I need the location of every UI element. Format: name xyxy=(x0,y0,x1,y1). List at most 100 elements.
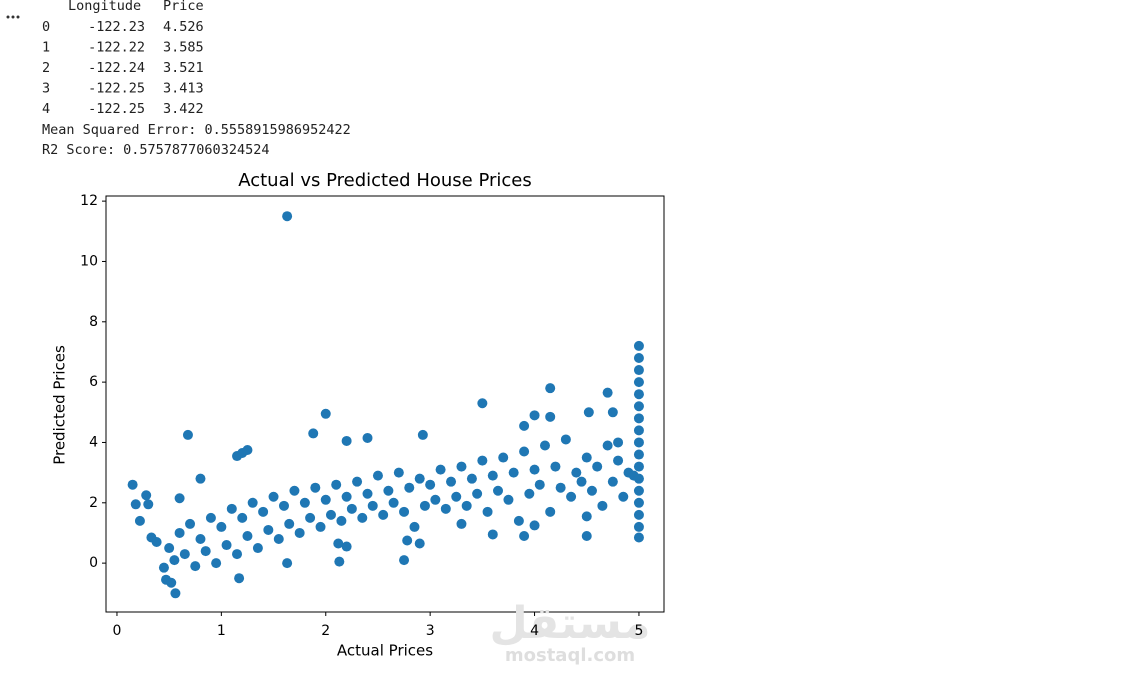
point xyxy=(141,490,152,501)
point xyxy=(456,518,467,529)
point xyxy=(613,455,624,466)
price-cell: 3.585 xyxy=(163,40,204,56)
point xyxy=(399,506,410,517)
point xyxy=(633,497,644,508)
point xyxy=(555,482,566,493)
point xyxy=(461,500,472,511)
point xyxy=(519,446,530,457)
point xyxy=(633,437,644,448)
point xyxy=(519,530,530,541)
point xyxy=(282,558,293,569)
point xyxy=(633,485,644,496)
point xyxy=(226,503,237,514)
point xyxy=(232,549,243,560)
point xyxy=(341,541,352,552)
x-tick-label: 3 xyxy=(426,623,435,639)
point xyxy=(498,452,509,463)
y-tick-label: 8 xyxy=(89,314,98,330)
point xyxy=(417,429,428,440)
point xyxy=(268,491,279,502)
chart-title: Actual vs Predicted House Prices xyxy=(238,170,532,191)
point xyxy=(633,377,644,388)
r2-value: 0.5757877060324524 xyxy=(123,142,269,158)
x-axis-label: Actual Prices xyxy=(337,642,433,660)
axes-frame xyxy=(105,195,665,613)
longitude-cell: -122.25 xyxy=(88,81,145,97)
point xyxy=(545,383,556,394)
y-tick-label: 6 xyxy=(89,374,98,390)
point xyxy=(282,211,293,222)
x-tick-label: 4 xyxy=(530,623,539,639)
point xyxy=(341,491,352,502)
point xyxy=(325,509,336,520)
point xyxy=(633,473,644,484)
point xyxy=(308,428,319,439)
price-cell: 4.526 xyxy=(163,19,204,35)
point xyxy=(305,512,316,523)
point xyxy=(383,485,394,496)
point xyxy=(618,491,629,502)
point xyxy=(182,429,193,440)
point xyxy=(602,387,613,398)
point xyxy=(451,491,462,502)
point xyxy=(258,506,269,517)
point xyxy=(607,407,618,418)
plot-area xyxy=(127,211,644,599)
point xyxy=(402,535,413,546)
r2-label: R2 Score: xyxy=(42,142,115,158)
point xyxy=(179,549,190,560)
point xyxy=(493,485,504,496)
point xyxy=(430,494,441,505)
point xyxy=(446,476,457,487)
point xyxy=(346,503,357,514)
point xyxy=(545,506,556,517)
point xyxy=(633,532,644,543)
price-cell: 3.422 xyxy=(163,101,204,117)
point xyxy=(352,476,363,487)
watermark-site: mostaql.com xyxy=(505,645,635,666)
point xyxy=(221,540,232,551)
point xyxy=(566,491,577,502)
point xyxy=(550,461,561,472)
point xyxy=(519,420,530,431)
y-tick-label: 0 xyxy=(89,555,98,571)
point xyxy=(560,434,571,445)
point xyxy=(633,389,644,400)
point xyxy=(278,500,289,511)
point xyxy=(234,573,245,584)
point xyxy=(341,435,352,446)
point xyxy=(252,543,263,554)
point xyxy=(242,530,253,541)
output-menu[interactable] xyxy=(6,15,20,19)
point xyxy=(581,452,592,463)
point xyxy=(419,500,430,511)
longitude-cell: -122.23 xyxy=(88,19,145,35)
row-index: 3 xyxy=(42,81,50,97)
point xyxy=(472,488,483,499)
point xyxy=(633,509,644,520)
point xyxy=(583,407,594,418)
mse-label: Mean Squared Error: xyxy=(42,122,196,138)
price-cell: 3.413 xyxy=(163,81,204,97)
point xyxy=(633,352,644,363)
longitude-cell: -122.25 xyxy=(88,101,145,117)
point xyxy=(482,506,493,517)
point xyxy=(581,530,592,541)
point xyxy=(539,440,550,451)
row-index: 2 xyxy=(42,60,50,76)
point xyxy=(151,537,162,548)
point xyxy=(336,515,347,526)
point xyxy=(425,479,436,490)
point xyxy=(263,524,274,535)
point xyxy=(586,485,597,496)
point xyxy=(545,411,556,422)
point xyxy=(289,485,300,496)
point xyxy=(200,546,211,557)
point xyxy=(414,538,425,549)
longitude-cell: -122.22 xyxy=(88,40,145,56)
x-tick-label: 1 xyxy=(217,623,226,639)
point xyxy=(440,503,451,514)
point xyxy=(633,413,644,424)
point xyxy=(592,461,603,472)
y-tick-label: 4 xyxy=(89,434,98,450)
